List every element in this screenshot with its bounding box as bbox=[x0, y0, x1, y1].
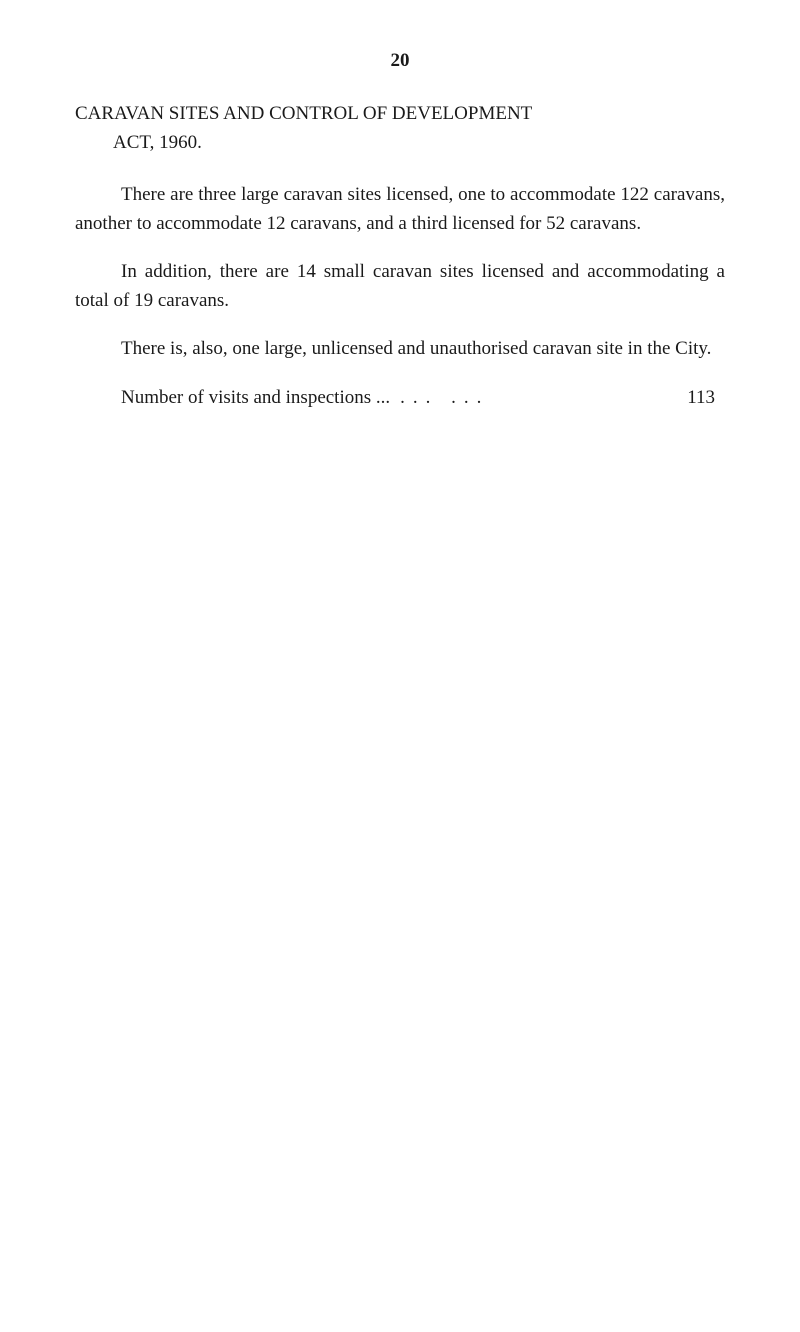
visits-value: 113 bbox=[687, 384, 725, 413]
paragraph-2: In addition, there are 14 small caravan … bbox=[75, 258, 725, 315]
visits-dots: ... ... bbox=[390, 384, 687, 413]
page-number: 20 bbox=[75, 50, 725, 72]
section-heading: CARAVAN SITES AND CONTROL OF DEVELOPMENT… bbox=[75, 100, 725, 157]
heading-line-1: CARAVAN SITES AND CONTROL OF DEVELOPMENT bbox=[75, 100, 725, 129]
heading-line-2: ACT, 1960. bbox=[75, 129, 725, 158]
visits-label: Number of visits and inspections ... bbox=[121, 384, 390, 413]
visits-line: Number of visits and inspections ... ...… bbox=[75, 384, 725, 413]
paragraph-1: There are three large caravan sites lice… bbox=[75, 181, 725, 238]
paragraph-3: There is, also, one large, unlicensed an… bbox=[75, 335, 725, 364]
